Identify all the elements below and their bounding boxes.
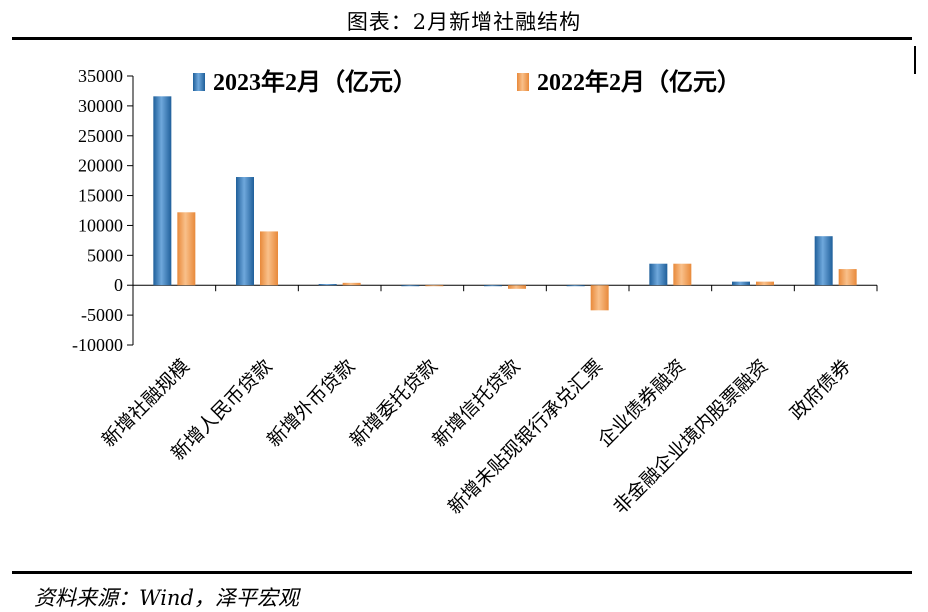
x-category-label: 新增外币贷款 [263, 355, 359, 451]
bar-series-2022 [177, 212, 196, 286]
y-tick-label: -5000 [81, 305, 123, 325]
bar-series-2023 [484, 285, 502, 287]
bar-series-2023 [401, 285, 420, 287]
bar-series-2022 [260, 231, 278, 286]
top-rule [12, 37, 912, 40]
bar-series-2023 [153, 96, 172, 286]
bar-series-2022 [590, 285, 609, 311]
bar-series-2023 [236, 177, 254, 286]
y-tick-label: 20000 [78, 156, 123, 176]
legend-label: 2023年2月（亿元） [213, 68, 417, 96]
chart-area: 35000 30000 25000 20000 15000 10000 5000 0 -5000… [72, 66, 878, 519]
source-note: 资料来源：Wind，泽平宏观 [34, 586, 299, 610]
bar-series-2023 [649, 263, 668, 286]
legend-swatch [517, 73, 529, 91]
legend-label: 2022年2月（亿元） [537, 68, 741, 96]
bar-series-2023 [732, 281, 750, 286]
y-tick-label: 5000 [87, 245, 123, 265]
y-tick-label: 35000 [78, 66, 123, 86]
y-tick-label: 10000 [78, 215, 123, 235]
y-tick-label: 0 [114, 275, 123, 295]
chart-title: 图表：2月新增社融结构 [346, 10, 582, 34]
text-cursor-mark [914, 46, 916, 74]
y-tick-label: 25000 [78, 126, 123, 146]
x-category-label: 新增未贴现银行承兑汇票 [444, 355, 607, 518]
y-tick-label: -10000 [72, 335, 123, 355]
legend-swatch [193, 73, 205, 91]
bar-series-2022 [756, 281, 774, 286]
bar-series-2023 [814, 236, 833, 286]
bar-series-2022 [425, 285, 444, 287]
bar-series-2022 [342, 282, 361, 286]
x-category-label: 政府债券 [786, 355, 855, 424]
y-tick-label: 30000 [78, 96, 123, 116]
bottom-rule [12, 571, 912, 574]
bar-series-2022 [508, 285, 526, 289]
bar-series-2023 [566, 285, 585, 287]
bar-series-2023 [318, 284, 337, 286]
x-category-label: 非金融企业境内股票融资 [609, 355, 772, 518]
bar-series-2022 [838, 269, 857, 286]
bar-series-2022 [673, 263, 692, 286]
x-category-label: 新增委托贷款 [346, 355, 442, 451]
y-tick-label: 15000 [78, 186, 123, 206]
